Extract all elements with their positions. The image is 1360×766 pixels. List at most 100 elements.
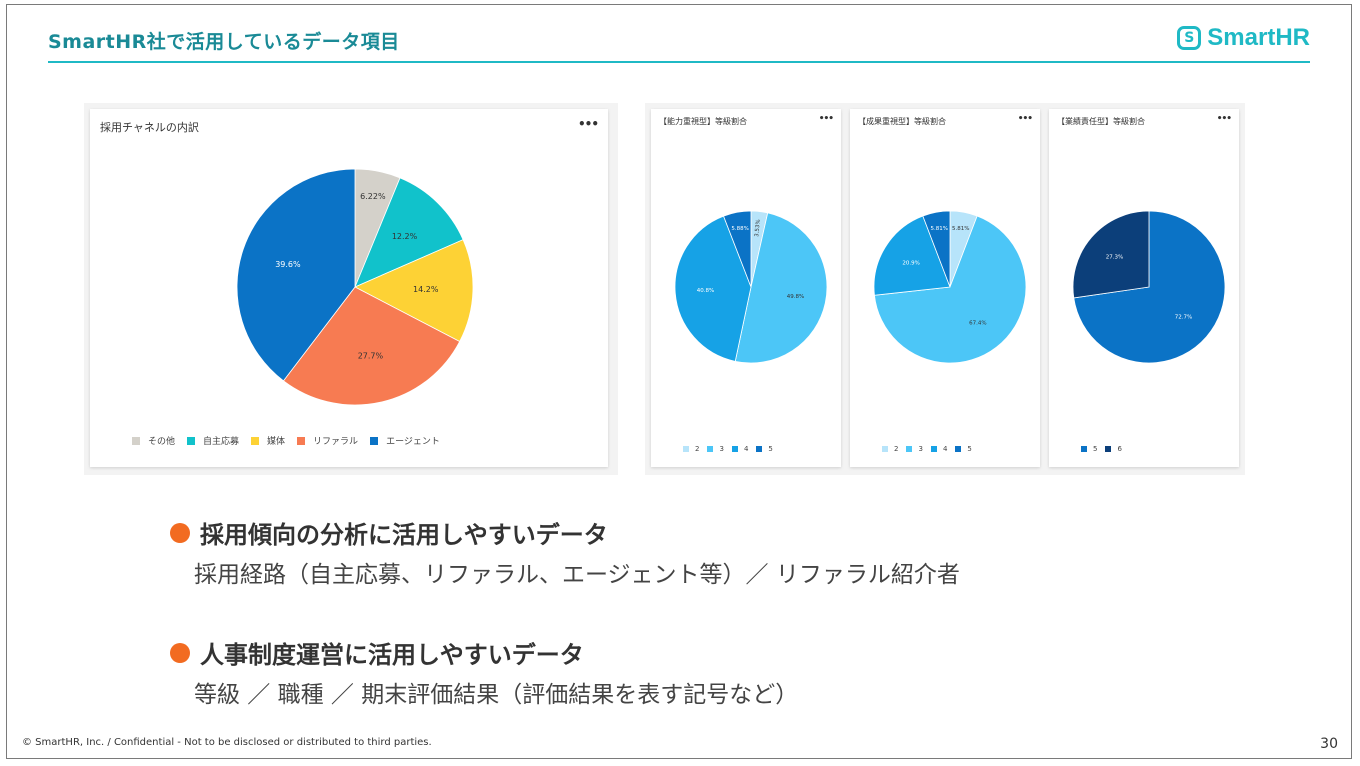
grade-charts-panel: 【能力重視型】等級割合 ••• 3.53% 49.8% 40.8% 5.88% 2 3 4… (645, 103, 1245, 475)
pie-data-label: 20.9% (902, 261, 919, 267)
legend-label: その他 (148, 437, 176, 447)
legend-item[interactable]: 6 (1105, 445, 1122, 453)
legend-label: 2 (695, 445, 700, 453)
legend-label: 2 (894, 445, 899, 453)
pie-data-label: 6.22% (360, 192, 386, 201)
legend-label: 媒体 (267, 437, 286, 447)
legend-label: 5 (967, 445, 972, 453)
footer-copyright: © SmartHR, Inc. / Confidential - Not to … (22, 737, 432, 748)
legend-item[interactable]: 3 (906, 445, 923, 453)
slide-title: SmartHR社で活用しているデータ項目 (48, 31, 400, 53)
outcome-grade-pie-chart: 5.81% 67.4% 20.9% 5.81% (873, 210, 1027, 364)
legend-item[interactable]: 自主応募 (187, 434, 239, 447)
legend-label: 4 (942, 445, 948, 453)
legend-swatch (756, 446, 763, 452)
legend-swatch (731, 446, 738, 452)
chart-legend: 2 3 4 5 (882, 445, 972, 453)
pie-slice-リファラル (282, 286, 461, 406)
pie-slice-6 (1072, 210, 1150, 299)
ability-grade-pie-chart: 3.53% 49.8% 40.8% 5.88% (674, 210, 828, 364)
pie-slice-5 (723, 210, 752, 288)
legend-swatch (683, 446, 689, 452)
pie-data-label: 12.2% (392, 232, 418, 241)
legend-item[interactable]: 3 (707, 445, 724, 453)
legend-item[interactable]: 2 (882, 445, 898, 453)
legend-item[interactable]: リファラル (297, 434, 358, 447)
title-underline (48, 61, 1310, 63)
pie-slice-5 (922, 210, 951, 288)
legend-item[interactable]: 5 (756, 445, 773, 453)
legend-swatch (707, 446, 714, 452)
pie-data-label: 49.8% (787, 294, 804, 300)
legend-swatch (930, 446, 937, 452)
legend-swatch (955, 446, 962, 452)
smarthr-logo-text: SmartHR (1207, 24, 1310, 51)
pie-slice-4 (674, 215, 752, 362)
pie-slice-媒体 (354, 239, 474, 343)
pie-data-label: 40.8% (697, 288, 714, 294)
chart-title: 【成果重視型】等級割合 (858, 117, 946, 126)
pie-data-label: 3.53% (754, 219, 762, 237)
grade-chart-card-ability: 【能力重視型】等級割合 ••• 3.53% 49.8% 40.8% 5.88% 2 3 4… (651, 109, 841, 467)
pie-data-label: 27.7% (358, 352, 384, 361)
legend-item[interactable]: 4 (731, 445, 749, 453)
pie-slice-エージェント (236, 168, 356, 382)
chart-title: 【能力重視型】等級割合 (659, 117, 747, 126)
chart-menu-button[interactable]: ••• (818, 114, 834, 124)
bullet-dot-icon (170, 642, 190, 663)
chart-menu-button[interactable]: ••• (1017, 114, 1033, 124)
channel-chart-panel: 採用チャネルの内訳 ••• 6.22% 12.2% 14.2% 27.7% 39.6% … (84, 103, 618, 475)
pie-data-label: 67.4% (969, 321, 986, 327)
legend-item[interactable]: 2 (683, 445, 699, 453)
smarthr-logo-icon: S (1177, 26, 1202, 50)
page-number: 30 (1320, 736, 1338, 752)
legend-label: 3 (719, 445, 724, 453)
legend-item[interactable]: 5 (955, 445, 972, 453)
legend-item[interactable]: 5 (1081, 445, 1097, 453)
legend-item[interactable]: 媒体 (251, 434, 285, 447)
chart-menu-button[interactable]: ••• (1216, 114, 1232, 124)
pie-data-label: 5.81% (930, 226, 947, 232)
legend-label: 3 (918, 445, 923, 453)
legend-swatch (297, 436, 306, 445)
bullet-recruiting: 採用傾向の分析に活用しやすいデータ (170, 515, 608, 550)
legend-label: 5 (1093, 445, 1098, 453)
legend-swatch (882, 446, 888, 452)
pie-slice-4 (873, 215, 951, 296)
legend-item[interactable]: その他 (132, 434, 175, 447)
pie-data-label: 5.88% (731, 226, 748, 232)
bullet-heading: 採用傾向の分析に活用しやすいデータ (200, 521, 608, 549)
bullet-detail: 等級 ／ 職種 ／ 期末評価結果（評価結果を表す記号など） (194, 682, 799, 708)
pie-slice-3 (734, 212, 828, 364)
bullet-dot-icon (170, 522, 190, 543)
bullet-detail: 採用経路（自主応募、リファラル、エージェント等）／ リファラル紹介者 (194, 562, 960, 588)
legend-item[interactable]: 4 (930, 445, 948, 453)
pie-data-label: 27.3% (1106, 255, 1123, 261)
legend-label: 4 (743, 445, 749, 453)
slide-frame (6, 4, 1352, 759)
chart-title: 採用チャネルの内訳 (100, 121, 199, 134)
legend-label: 6 (1117, 445, 1122, 453)
pie-slice-3 (874, 215, 1027, 364)
chart-menu-button[interactable]: ••• (577, 117, 599, 131)
pie-data-label: 5.81% (952, 226, 969, 232)
legend-swatch (251, 436, 260, 445)
legend-label: 自主応募 (203, 437, 240, 447)
chart-legend: 2 3 4 5 (683, 445, 773, 453)
pie-data-label: 39.6% (275, 260, 301, 269)
bullet-heading: 人事制度運営に活用しやすいデータ (200, 641, 584, 669)
legend-swatch (906, 446, 913, 452)
legend-label: 5 (768, 445, 773, 453)
legend-swatch (1081, 446, 1087, 452)
channel-pie-chart: 6.22% 12.2% 14.2% 27.7% 39.6% (236, 168, 474, 406)
legend-swatch (187, 436, 196, 445)
pie-data-label: 14.2% (413, 285, 439, 294)
pie-slice-自主応募 (354, 177, 464, 288)
legend-item[interactable]: エージェント (370, 434, 440, 447)
legend-swatch (132, 436, 140, 445)
pie-data-label: 72.7% (1175, 314, 1192, 320)
grade-chart-card-outcome: 【成果重視型】等級割合 ••• 5.81% 67.4% 20.9% 5.81% 2 3 4… (850, 109, 1040, 467)
responsibility-grade-pie-chart: 72.7% 27.3% (1072, 210, 1226, 364)
